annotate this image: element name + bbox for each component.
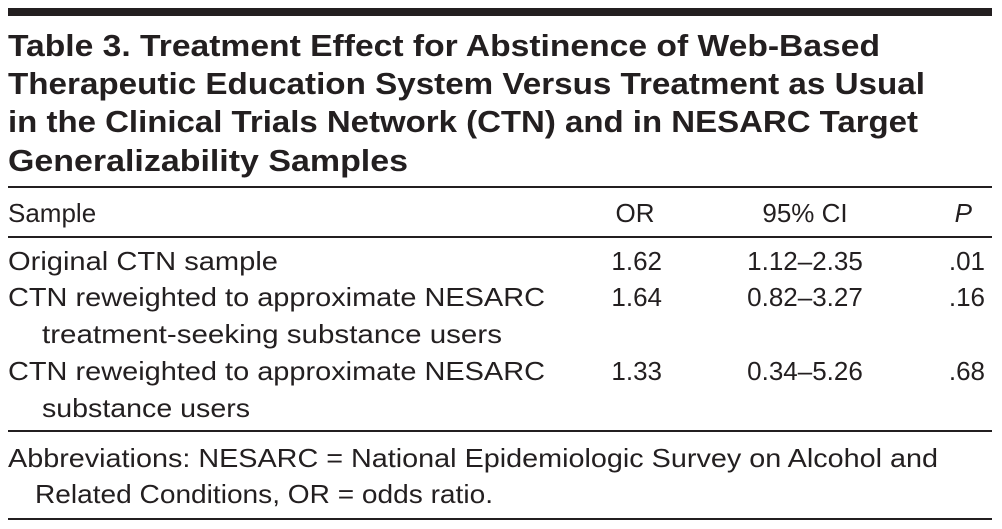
- row-label: treatment-seeking substance users: [42, 319, 502, 349]
- row-label: substance users: [42, 393, 250, 423]
- column-header: Sample: [8, 198, 96, 228]
- cell: .16: [949, 282, 985, 312]
- cell: 1.12–2.35: [747, 246, 863, 276]
- footnote-line: Abbreviations: NESARC = National Epidemi…: [8, 443, 938, 473]
- rule: [8, 430, 992, 432]
- title-line: in the Clinical Trials Network (CTN) and…: [8, 104, 918, 139]
- footnote-line: Related Conditions, OR = odds ratio.: [35, 479, 493, 509]
- cell: 1.33: [611, 356, 662, 386]
- cell: 1.62: [611, 246, 662, 276]
- rule: [8, 236, 992, 238]
- bottom-rule: [8, 518, 992, 520]
- cell: 0.82–3.27: [747, 282, 863, 312]
- column-header: 95% CI: [762, 198, 847, 228]
- row-label: CTN reweighted to approximate NESARC: [8, 356, 545, 386]
- rule: [8, 186, 992, 188]
- row-label: Original CTN sample: [8, 246, 278, 276]
- title-line: Table 3. Treatment Effect for Abstinence…: [8, 28, 880, 63]
- cell: 0.34–5.26: [747, 356, 863, 386]
- column-header: P: [955, 198, 973, 228]
- title-line: Therapeutic Education System Versus Trea…: [8, 66, 925, 101]
- top-rule: [8, 8, 992, 16]
- cell: .01: [949, 246, 985, 276]
- column-header: OR: [616, 198, 655, 228]
- cell: 1.64: [611, 282, 662, 312]
- title-line: Generalizability Samples: [8, 143, 408, 178]
- cell: .68: [949, 356, 985, 386]
- row-label: CTN reweighted to approximate NESARC: [8, 282, 545, 312]
